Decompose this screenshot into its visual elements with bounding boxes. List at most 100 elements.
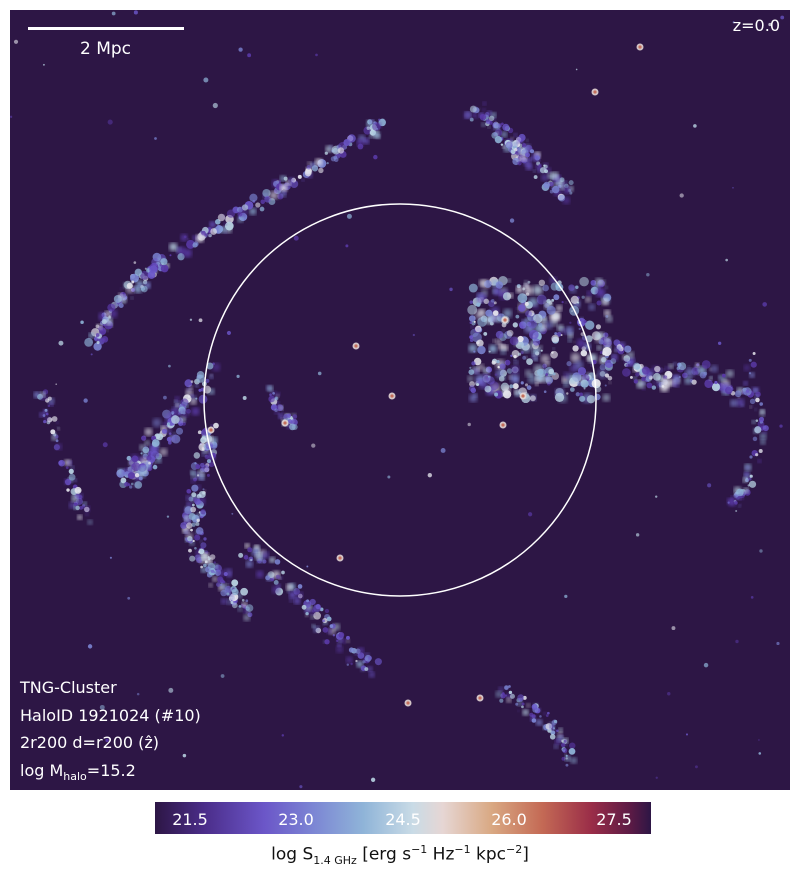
emission-blob (520, 381, 524, 385)
emission-blob (536, 708, 541, 712)
emission-blob (58, 340, 64, 346)
emission-blob (209, 428, 213, 432)
emission-blob (676, 379, 680, 383)
emission-blob (604, 373, 610, 378)
emission-blob (509, 693, 515, 699)
emission-blob (641, 386, 646, 391)
emission-blob (509, 336, 519, 346)
emission-blob (254, 544, 259, 549)
emission-blob (515, 286, 523, 293)
emission-blob (195, 521, 200, 526)
emission-blob (73, 504, 79, 510)
emission-blob (161, 428, 168, 434)
emission-blob (212, 566, 215, 569)
emission-blob (671, 626, 676, 631)
emission-blob (538, 279, 546, 286)
emission-blob (226, 592, 230, 596)
emission-blob (131, 462, 141, 472)
emission-blob (42, 63, 45, 66)
emission-blob (181, 409, 189, 418)
emission-blob (551, 729, 556, 734)
emission-blob (177, 253, 185, 261)
emission-blob (160, 258, 168, 266)
emission-blob (147, 271, 156, 279)
emission-blob (710, 365, 718, 373)
emission-blob (528, 512, 533, 517)
emission-blob (498, 344, 503, 349)
emission-blob (758, 739, 760, 741)
emission-blob (524, 383, 529, 387)
emission-blob (549, 725, 554, 730)
emission-blob (348, 647, 355, 653)
emission-blob (624, 345, 632, 353)
emission-blob (333, 157, 339, 162)
emission-blob (751, 405, 754, 408)
emission-blob (545, 373, 549, 376)
colorbar-tick: 26.0 (491, 810, 527, 829)
emission-blob (499, 363, 506, 370)
emission-blob (493, 287, 502, 296)
emission-blob (562, 186, 571, 194)
emission-blob (745, 465, 750, 470)
emission-blob (427, 472, 433, 478)
emission-blob (556, 305, 563, 312)
emission-blob (467, 375, 474, 382)
emission-blob (512, 322, 518, 328)
emission-blob (106, 329, 109, 332)
emission-blob (203, 462, 208, 467)
emission-blob (600, 359, 606, 365)
emission-blob (250, 558, 253, 562)
emission-blob (678, 362, 687, 371)
emission-blob (568, 284, 575, 291)
emission-blob (664, 366, 669, 371)
emission-blob (540, 354, 550, 364)
emission-blob (526, 358, 533, 365)
emission-blob (133, 10, 138, 15)
emission-blob (77, 514, 83, 520)
emission-blob (509, 384, 514, 389)
emission-blob (492, 127, 495, 131)
emission-blob (758, 449, 763, 454)
emission-blob (521, 394, 525, 398)
emission-blob (641, 366, 650, 375)
emission-blob (272, 399, 276, 403)
emission-blob (545, 714, 549, 718)
emission-blob (495, 338, 502, 345)
emission-blob (508, 685, 511, 688)
emission-blob (488, 350, 491, 353)
emission-blob (718, 382, 721, 385)
emission-blob (483, 367, 490, 374)
emission-blob (212, 102, 218, 109)
emission-blob (477, 345, 486, 355)
colorbar-tick: 21.5 (172, 810, 208, 829)
emission-blob (520, 350, 524, 355)
emission-blob (361, 656, 365, 661)
emission-blob (180, 398, 189, 407)
emission-blob (549, 734, 556, 740)
emission-blob (39, 412, 45, 418)
projection-info: 2r200 d=r200 (ẑ) (20, 733, 160, 752)
cb-label-sub: 1.4 GHz (313, 854, 357, 868)
emission-blob (517, 335, 524, 343)
emission-blob (560, 334, 563, 337)
emission-blob (633, 362, 641, 370)
emission-blob (231, 602, 238, 609)
emission-blob (516, 136, 524, 144)
emission-blob (704, 379, 713, 388)
emission-blob (526, 703, 531, 708)
emission-blob (328, 145, 333, 149)
emission-blob (553, 294, 560, 301)
emission-blob (728, 498, 737, 507)
emission-blob (370, 777, 376, 782)
emission-blob (226, 209, 236, 218)
emission-blob (209, 221, 216, 228)
emission-blob (748, 358, 752, 362)
emission-blob (535, 719, 543, 726)
emission-blob (751, 419, 756, 424)
emission-blob (274, 408, 278, 412)
emission-blob (338, 556, 342, 560)
emission-blob (646, 272, 650, 277)
emission-blob (134, 481, 143, 489)
emission-blob (195, 464, 201, 470)
emission-blob (119, 287, 123, 290)
